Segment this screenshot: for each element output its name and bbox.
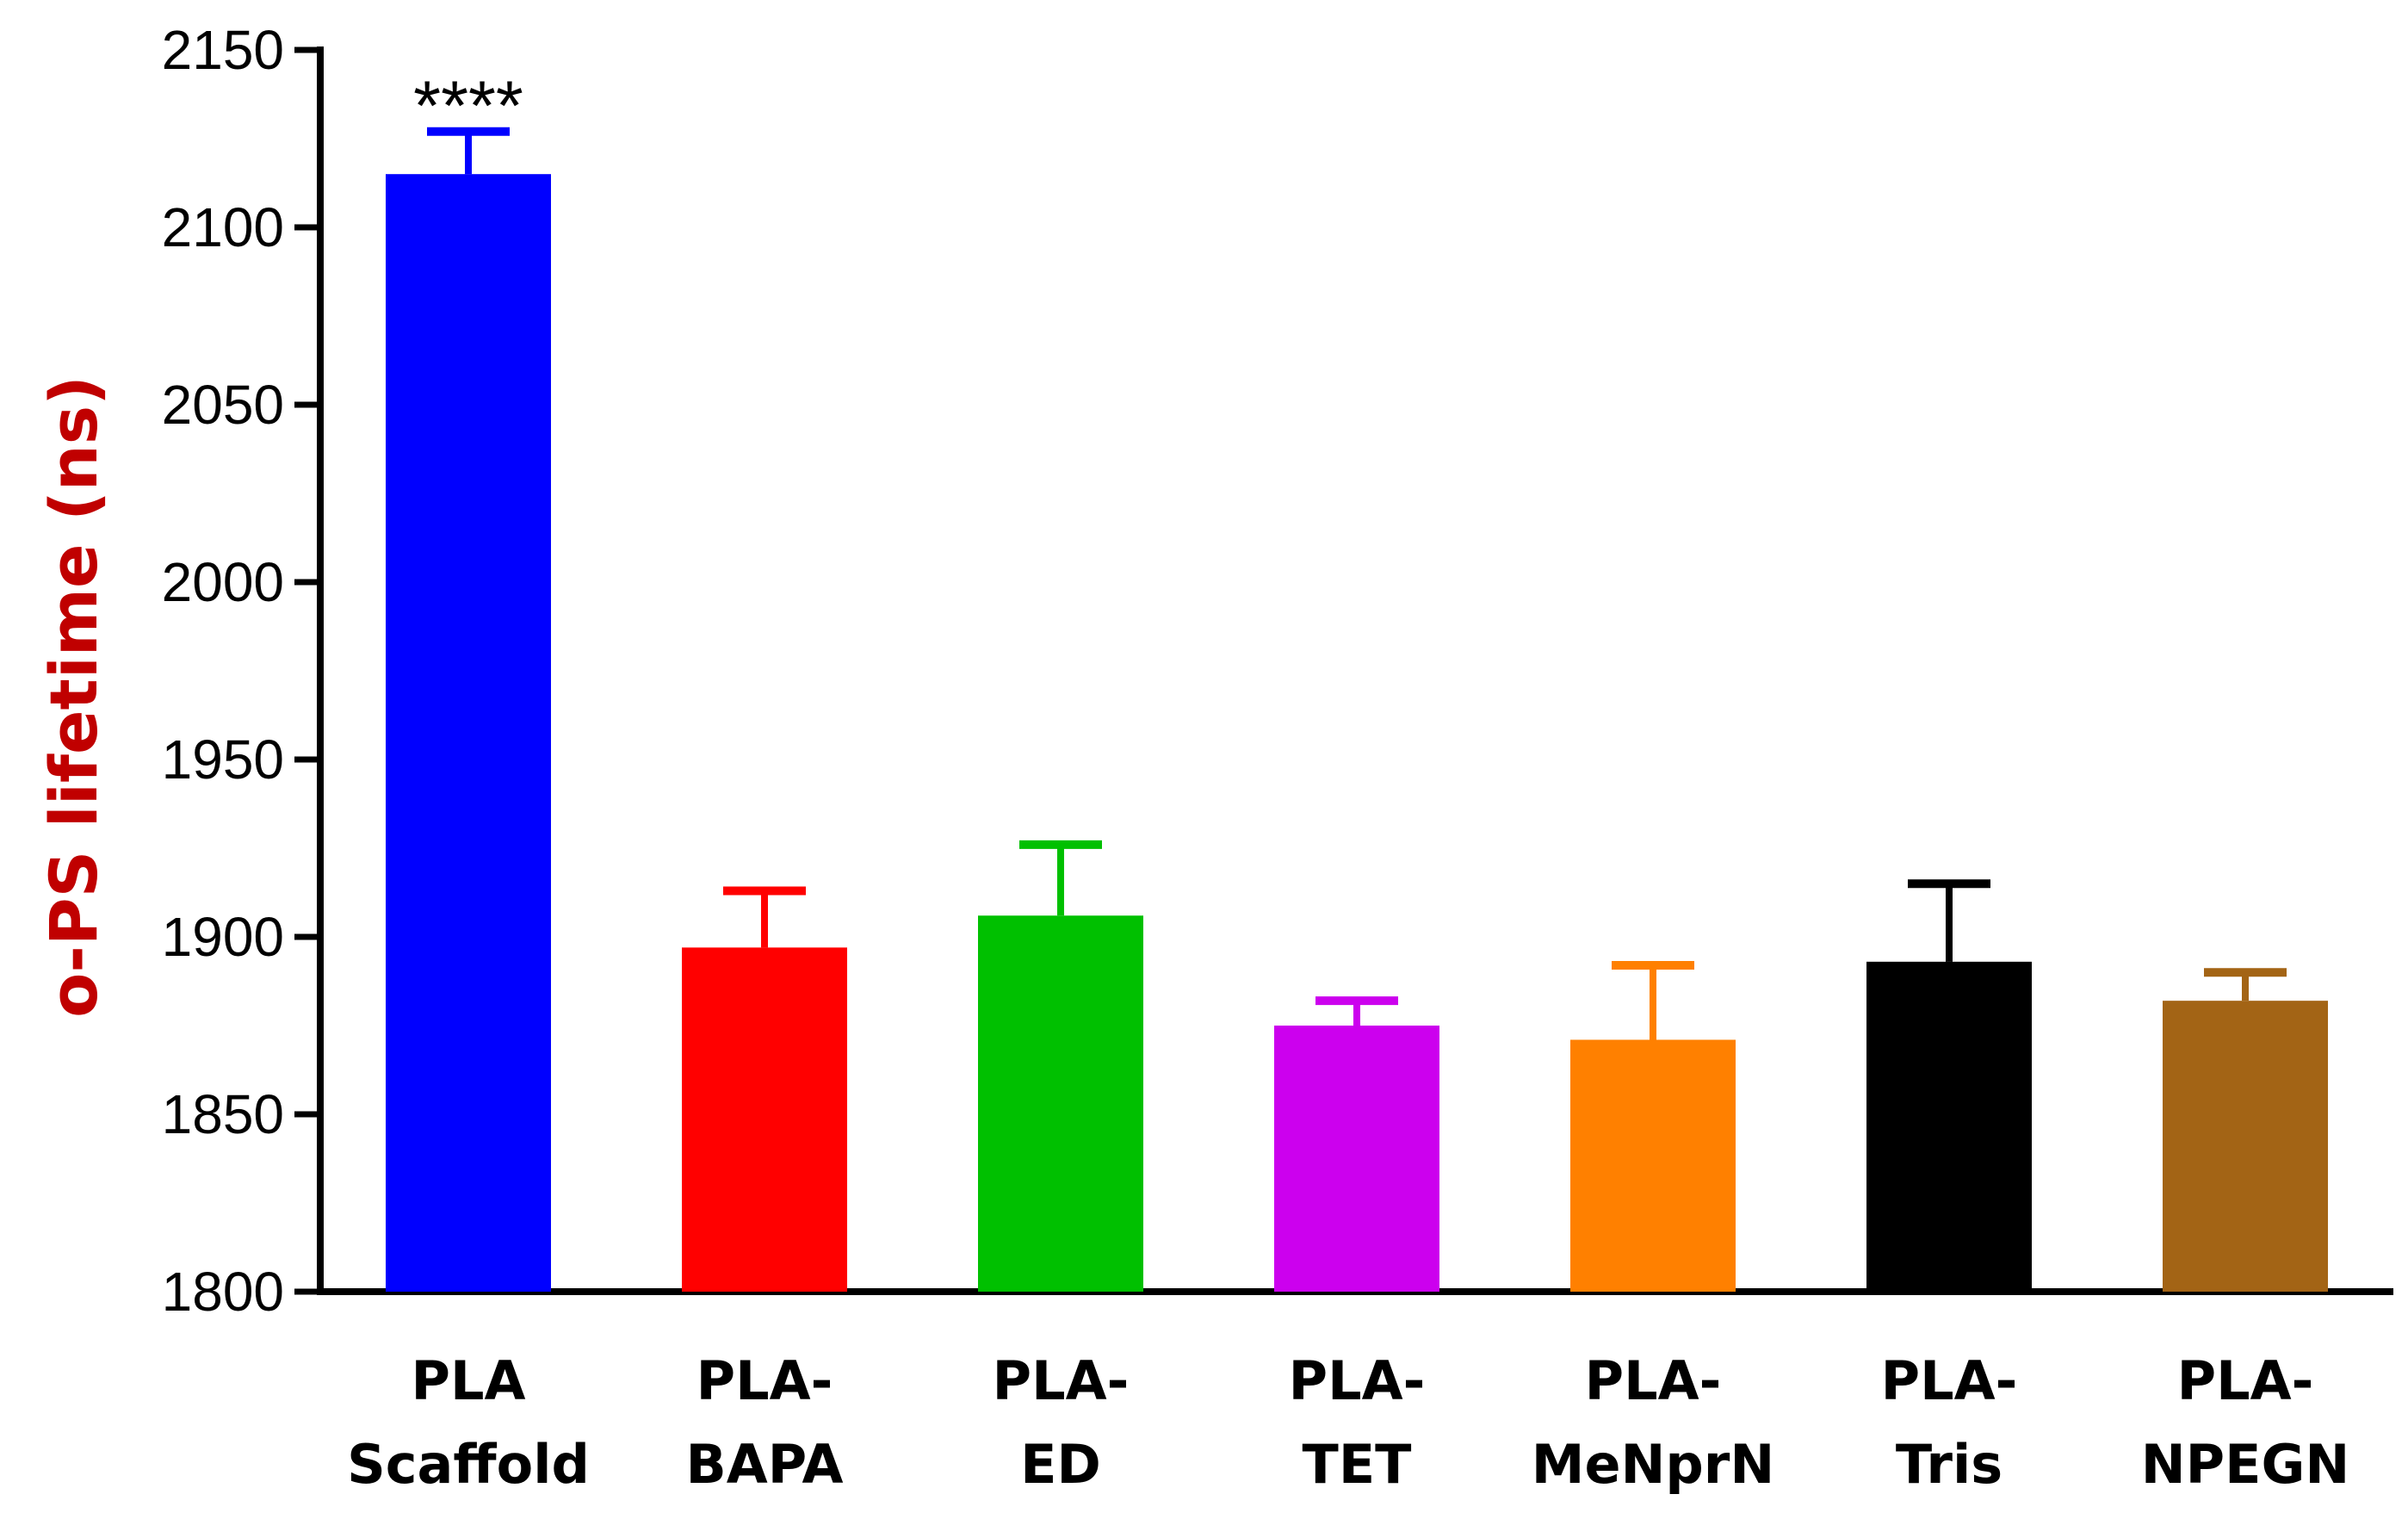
y-tick-label-2150: 2150 (162, 19, 284, 81)
category-label-line2-3: TET (1303, 1433, 1412, 1496)
y-tick-label-2050: 2050 (162, 374, 284, 436)
bar-4 (1570, 1039, 1736, 1292)
y-tick-label-1900: 1900 (162, 906, 284, 968)
y-tick-label-2000: 2000 (162, 551, 284, 613)
bar-0 (386, 174, 551, 1293)
significance-annotation-0: **** (413, 67, 523, 146)
bar-3 (1274, 1026, 1439, 1292)
category-label-line1-6: PLA- (2177, 1349, 2314, 1412)
bar-2 (978, 915, 1143, 1292)
category-label-line2-2: ED (1020, 1433, 1101, 1496)
category-label-line1-3: PLA- (1289, 1349, 1426, 1412)
category-label-line1-0: PLA (412, 1349, 526, 1412)
category-label-line1-1: PLA- (696, 1349, 833, 1412)
bar-1 (682, 947, 847, 1292)
category-label-line2-6: NPEGN (2141, 1433, 2349, 1496)
bar-series (386, 174, 2328, 1293)
significance-annotations: **** (413, 67, 523, 146)
bar-6 (2163, 1001, 2328, 1292)
y-tick-label-1950: 1950 (162, 728, 284, 790)
y-axis-title: o-PS lifetime (ns) (35, 375, 112, 1018)
category-label-line1-5: PLA- (1881, 1349, 2018, 1412)
category-label-line1-4: PLA- (1585, 1349, 1722, 1412)
y-axis: 1800 1850 1900 1950 2000 2050 2100 2150 (162, 19, 324, 1323)
category-label-line2-4: MeNprN (1532, 1433, 1774, 1496)
bar-5 (1866, 961, 2032, 1292)
y-tick-label-1850: 1850 (162, 1083, 284, 1145)
error-bars (427, 127, 2287, 1040)
category-labels: PLA Scaffold PLA- BAPA PLA- ED PLA- TET PLA- MeNp… (347, 1349, 2349, 1496)
category-label-line2-5: Tris (1896, 1433, 2003, 1496)
category-label-line1-2: PLA- (993, 1349, 1130, 1412)
y-tick-label-2100: 2100 (162, 196, 284, 258)
category-label-line2-0: Scaffold (347, 1433, 590, 1496)
category-label-line2-1: BAPA (686, 1433, 844, 1496)
y-tick-label-1800: 1800 (162, 1261, 284, 1323)
